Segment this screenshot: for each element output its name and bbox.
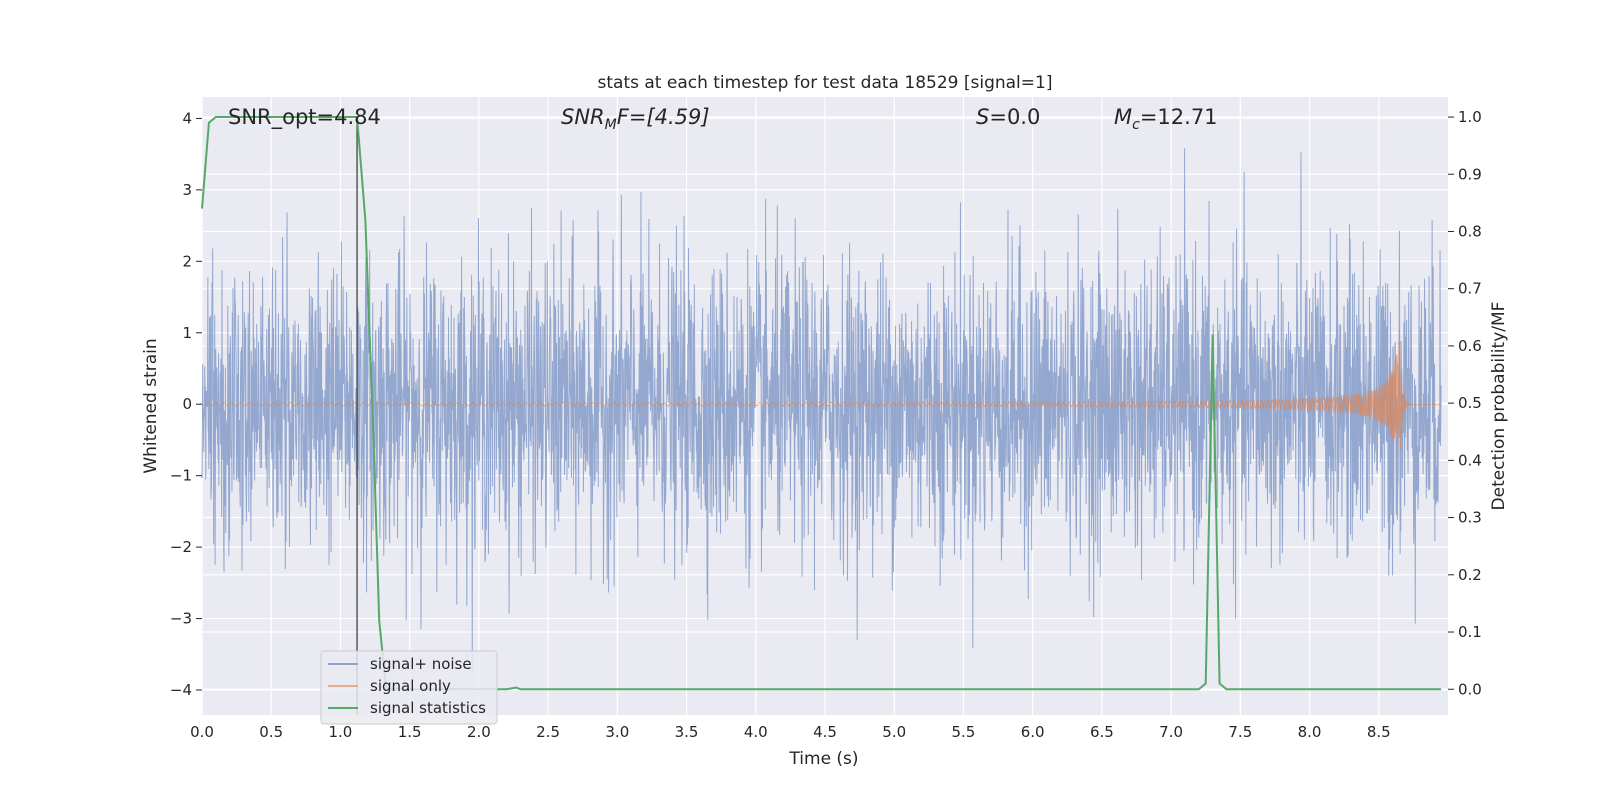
annotation-snr-mf-sub: M [605, 117, 617, 133]
legend-label-noise: signal+ noise [370, 655, 472, 673]
y-left-tick-label: 1 [182, 324, 192, 342]
y-right-tick-label: 0.6 [1458, 337, 1482, 355]
y-left-tick-label: 4 [182, 109, 192, 127]
annotation-s: S=0.0 [976, 105, 1040, 129]
y-left-tick-label: −3 [170, 610, 192, 628]
annotation-snr-opt: SNR_opt=4.84 [228, 105, 381, 130]
x-axis-label: Time (s) [788, 749, 858, 769]
x-tick-label: 4.5 [813, 723, 837, 741]
x-tick-labels: 0.0 0.5 1.0 1.5 2.0 2.5 3.0 3.5 4.0 4.5 5.0 5.5 6.0 6… [190, 723, 1391, 741]
y-right-tick-label: 0.2 [1458, 566, 1482, 584]
x-tick-label: 3.5 [675, 723, 699, 741]
noise-series [201, 148, 1442, 672]
annotation-snr-mf-rest: F=[4.59] [617, 105, 710, 129]
y-right-tick-label: 0.9 [1458, 165, 1482, 183]
x-tick-label: 8.0 [1298, 723, 1322, 741]
y-right-tick-labels: 0.0 0.1 0.2 0.3 0.4 0.5 0.6 0.7 0.8 0.9 1.0 [1448, 108, 1482, 698]
legend: signal+ noise signal only signal statist… [320, 650, 498, 725]
y-left-tick-label: 0 [182, 395, 192, 413]
y-left-tick-labels: −4 −3 −2 −1 0 1 2 3 4 [170, 109, 202, 699]
x-tick-label: 5.5 [952, 723, 976, 741]
y-right-tick-label: 0.5 [1458, 394, 1482, 412]
x-tick-label: 5.0 [882, 723, 906, 741]
x-tick-label: 7.5 [1228, 723, 1252, 741]
x-tick-label: 1.5 [398, 723, 422, 741]
legend-box [320, 650, 498, 725]
y-right-tick-label: 0.3 [1458, 509, 1482, 527]
x-tick-label: 0.5 [259, 723, 283, 741]
y-right-axis-label: Detection probability/MF [1489, 302, 1509, 511]
annotation-s-main: S [976, 105, 989, 129]
y-left-tick-label: −1 [170, 467, 192, 485]
y-right-tick-label: 0.0 [1458, 680, 1482, 698]
x-tick-label: 2.5 [536, 723, 560, 741]
annotation-mc: Mc=12.71 [1114, 105, 1218, 133]
x-tick-label: 8.5 [1367, 723, 1391, 741]
probability-series [201, 116, 1442, 691]
y-right-tick-label: 0.1 [1458, 623, 1482, 641]
annotation-mc-rest: =12.71 [1140, 105, 1218, 129]
legend-label-statistics: signal statistics [370, 699, 486, 717]
x-tick-label: 2.0 [467, 723, 491, 741]
annotation-mc-sub: c [1132, 117, 1140, 133]
annotation-snr-mf: SNRMF=[4.59] [561, 105, 710, 133]
chirp-series [201, 329, 1442, 455]
annotation-snr-mf-main: SNR [561, 105, 605, 129]
y-left-tick-label: 3 [182, 181, 192, 199]
y-left-tick-label: −2 [170, 538, 192, 556]
y-right-tick-label: 0.8 [1458, 222, 1482, 240]
y-left-tick-label: −4 [170, 681, 192, 699]
y-right-tick-label: 1.0 [1458, 108, 1482, 126]
x-tick-label: 6.0 [1021, 723, 1045, 741]
x-tick-label: 0.0 [190, 723, 214, 741]
x-tick-label: 4.0 [744, 723, 768, 741]
chart-title: stats at each timestep for test data 185… [598, 73, 1053, 93]
x-tick-label: 1.0 [329, 723, 353, 741]
annotation-s-rest: =0.0 [989, 105, 1040, 129]
x-tick-label: 6.5 [1090, 723, 1114, 741]
noise-line [201, 148, 1442, 672]
y-left-tick-label: 2 [182, 252, 192, 270]
x-tick-label: 3.0 [605, 723, 629, 741]
legend-label-signal: signal only [370, 677, 451, 695]
y-left-axis-label: Whitened strain [141, 338, 161, 473]
y-right-tick-label: 0.4 [1458, 451, 1482, 469]
annotation-mc-main: M [1114, 105, 1132, 129]
chirp-line [201, 329, 1442, 455]
y-right-tick-label: 0.7 [1458, 280, 1482, 298]
x-tick-label: 7.0 [1159, 723, 1183, 741]
